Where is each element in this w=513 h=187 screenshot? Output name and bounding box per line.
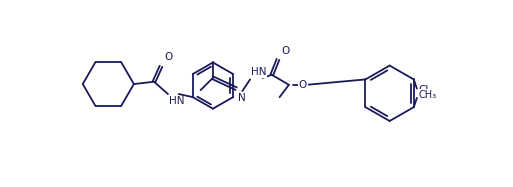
Text: HN: HN <box>169 96 184 106</box>
Text: CH₃: CH₃ <box>419 90 437 100</box>
Text: N: N <box>238 93 246 102</box>
Text: Cl: Cl <box>419 85 429 95</box>
Text: O: O <box>299 80 307 90</box>
Text: O: O <box>164 53 172 62</box>
Text: O: O <box>281 46 289 56</box>
Text: HN: HN <box>251 67 266 77</box>
